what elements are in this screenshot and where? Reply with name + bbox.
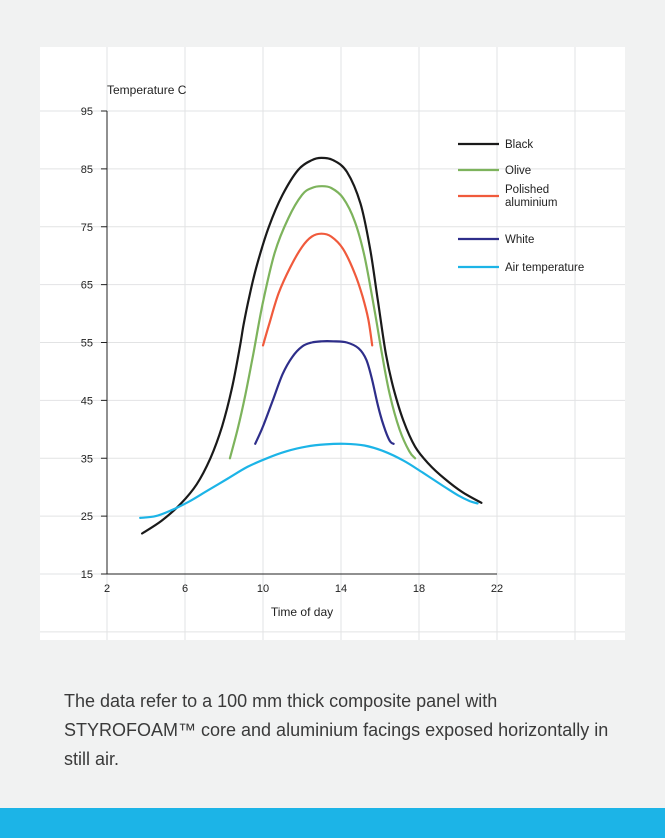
series-line-polished-aluminium (261, 232, 374, 347)
temperature-chart: 15 25 35 45 55 65 75 85 95 2 6 10 14 18 22 Black Olive P… (40, 47, 625, 640)
x-tick-label: 18 (413, 583, 425, 595)
legend-label-olive: Olive (505, 165, 531, 177)
series-line-air-temperature (139, 442, 479, 519)
series-line-black (141, 156, 483, 535)
x-tick-label: 10 (257, 583, 269, 595)
y-tick-label: 25 (81, 511, 93, 523)
x-tick-label: 14 (335, 583, 347, 595)
x-axis-title: Time of day (271, 605, 333, 619)
footer-accent-band (0, 808, 665, 838)
y-tick-label: 55 (81, 338, 93, 350)
chart-caption: The data refer to a 100 mm thick composi… (64, 691, 609, 769)
legend-label-polished-aluminium: Polished aluminium (505, 184, 557, 209)
series-lines (139, 156, 483, 535)
y-tick-label: 45 (81, 395, 93, 407)
legend-label-black: Black (505, 139, 533, 151)
x-tick-label: 2 (104, 583, 110, 595)
y-tick-label: 35 (81, 453, 93, 465)
legend-label-white: White (505, 234, 534, 246)
series-line-white (254, 340, 395, 445)
series-line-olive (228, 185, 417, 460)
x-tick-label: 22 (491, 583, 503, 595)
grid-lines (40, 47, 625, 640)
tick-labels: 15 25 35 45 55 65 75 85 95 2 6 10 14 18 22 (81, 106, 503, 595)
y-axis-title: Temperature C (107, 83, 187, 97)
legend-label-air-temperature: Air temperature (505, 262, 584, 274)
axes (101, 110, 497, 575)
y-tick-label: 75 (81, 222, 93, 234)
chart-panel: 15 25 35 45 55 65 75 85 95 2 6 10 14 18 22 Black Olive P… (40, 47, 625, 640)
y-tick-label: 85 (81, 164, 93, 176)
y-tick-label: 65 (81, 280, 93, 292)
legend: Black Olive Polished aluminium White Air temp… (458, 139, 584, 274)
y-tick-label: 15 (81, 569, 93, 581)
x-tick-label: 6 (182, 583, 188, 595)
y-tick-label: 95 (81, 106, 93, 118)
